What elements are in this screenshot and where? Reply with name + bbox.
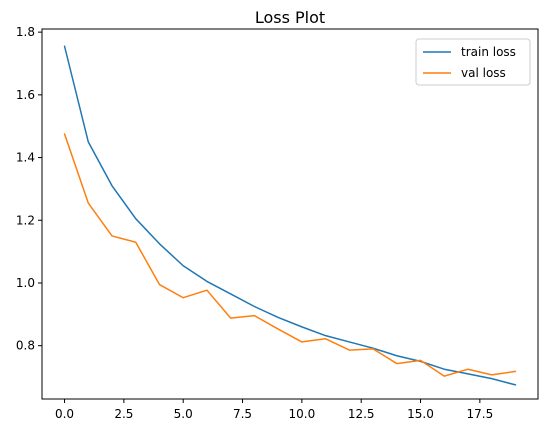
- x-tick-label: 7.5: [233, 407, 252, 421]
- chart-title: Loss Plot: [255, 8, 325, 27]
- plot-frame: [41, 28, 539, 400]
- x-tick-label: 15.0: [407, 407, 434, 421]
- x-tick-label: 12.5: [348, 407, 375, 421]
- y-tick-label: 1.0: [16, 276, 35, 290]
- y-tick-label: 1.2: [16, 213, 35, 227]
- x-tick-label: 10.0: [289, 407, 316, 421]
- train-loss-line: [63, 45, 517, 386]
- x-tick-label: 17.5: [466, 407, 493, 421]
- val-loss-line: [63, 133, 517, 377]
- y-tick-label: 1.4: [16, 151, 35, 165]
- x-tick-label: 0.0: [55, 407, 74, 421]
- y-tick-label: 1.8: [16, 25, 35, 39]
- legend: train loss val loss: [415, 38, 531, 86]
- y-tick-label: 1.6: [16, 88, 35, 102]
- legend-label: val loss: [461, 66, 506, 80]
- legend-label: train loss: [461, 45, 516, 59]
- x-tick-label: 2.5: [114, 407, 133, 421]
- y-tick-label: 0.8: [16, 339, 35, 353]
- x-tick-label: 5.0: [174, 407, 193, 421]
